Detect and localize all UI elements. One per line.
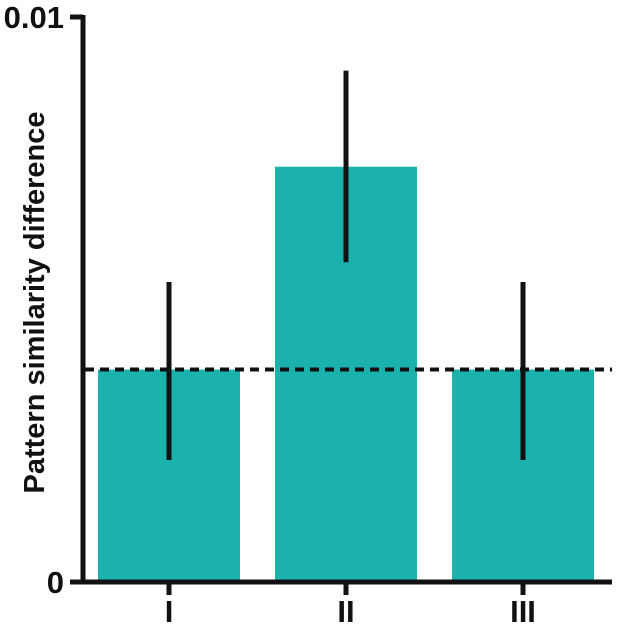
x-tick-label: III (510, 594, 536, 627)
y-tick-label: 0 (47, 565, 64, 600)
y-ticks-group: 00.01 (4, 0, 83, 600)
x-tick-label: II (337, 594, 354, 627)
y-tick-label: 0.01 (4, 0, 64, 35)
x-tick-label: I (165, 594, 174, 627)
y-axis-title: Pattern similarity difference (19, 112, 51, 494)
x-ticks-group: I II III (165, 582, 536, 627)
error-bars-group (166, 70, 526, 460)
